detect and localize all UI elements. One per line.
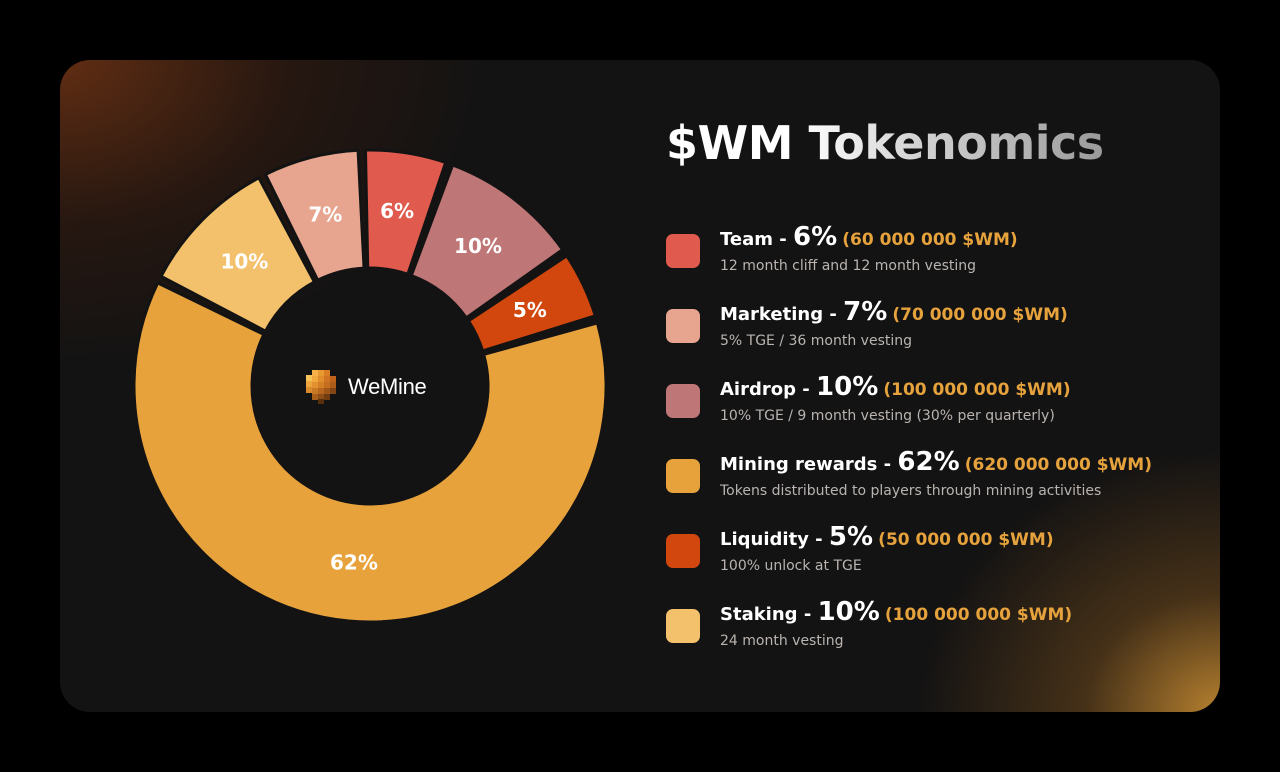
legend-heading: Staking - 10% (100 000 000 $WM) [720,595,1072,632]
legend-dash: - [823,304,844,325]
legend-percent: 10% [817,597,880,627]
legend-heading: Liquidity - 5% (50 000 000 $WM) [720,520,1054,557]
legend-description: 12 month cliff and 12 month vesting [720,258,976,274]
legend-name: Staking [720,604,798,625]
legend-swatch [666,234,700,268]
legend-amount: (70 000 000 $WM) [892,305,1068,325]
slice-label-liquidity: 5% [513,298,547,322]
legend-heading: Marketing - 7% (70 000 000 $WM) [720,295,1068,332]
legend-description: 5% TGE / 36 month vesting [720,333,913,349]
legend-dash: - [797,604,818,625]
legend-dash: - [796,379,817,400]
slice-label-team: 6% [380,199,414,223]
legend-description: Tokens distributed to players through mi… [720,483,1102,499]
legend-amount: (50 000 000 $WM) [878,530,1054,550]
legend-percent: 5% [828,522,874,552]
slice-liquidity [466,254,597,353]
legend-item-mining-rewards: Mining rewards - 62% (620 000 000 $WM) T… [666,445,1186,505]
legend-heading: Mining rewards - 62% (620 000 000 $WM) [720,445,1152,482]
legend-percent: 62% [897,447,960,477]
legend-amount: (60 000 000 $WM) [842,230,1018,250]
legend-name: Liquidity [720,529,809,550]
legend-amount: (100 000 000 $WM) [883,380,1071,400]
legend-dash: - [808,529,829,550]
legend-percent: 10% [816,372,879,402]
page-title: $WM Tokenomics [666,116,1104,170]
legend-item-marketing: Marketing - 7% (70 000 000 $WM) 5% TGE /… [666,295,1186,355]
legend-amount: (100 000 000 $WM) [884,605,1073,625]
tokenomics-card: 6% 10% 5% 62% 10% 7% WeMine [60,60,1220,712]
slice-label-mining-rewards: 62% [330,550,378,574]
legend-swatch [666,459,700,493]
slice-marketing [263,148,366,282]
legend-item-liquidity: Liquidity - 5% (50 000 000 $WM) 100% unl… [666,520,1186,580]
legend-name: Marketing [720,304,824,325]
slice-label-marketing: 7% [308,203,342,227]
legend-name: Airdrop [720,379,796,400]
donut-chart: 6% 10% 5% 62% 10% 7% [132,148,608,624]
legend-heading: Team - 6% (60 000 000 $WM) [720,220,1018,257]
brand-name: WeMine [348,374,427,399]
slice-label-staking: 10% [220,249,268,273]
legend-dash: - [773,229,794,250]
legend-description: 24 month vesting [720,633,844,649]
slice-label-airdrop: 10% [454,234,502,258]
slice-team [363,148,448,276]
legend-heading: Airdrop - 10% (100 000 000 $WM) [720,370,1071,407]
legend-name: Mining rewards [720,454,878,475]
legend-description: 10% TGE / 9 month vesting (30% per quart… [720,408,1055,424]
slice-airdrop [409,163,565,320]
slice-mining-rewards [132,281,608,624]
chart-center-brand: WeMine [306,370,427,404]
legend-swatch [666,534,700,568]
legend-swatch [666,384,700,418]
legend-name: Team [720,229,773,250]
legend-percent: 7% [843,297,888,327]
legend-description: 100% unlock at TGE [720,558,862,574]
legend-amount: (620 000 000 $WM) [964,455,1152,475]
slice-staking [159,176,316,333]
legend-percent: 6% [793,222,838,252]
legend-swatch [666,609,700,643]
legend-item-staking: Staking - 10% (100 000 000 $WM) 24 month… [666,595,1186,655]
legend-dash: - [877,454,898,475]
legend-item-team: Team - 6% (60 000 000 $WM) 12 month clif… [666,220,1186,280]
wemine-pixel-logo-icon [306,370,336,404]
legend-item-airdrop: Airdrop - 10% (100 000 000 $WM) 10% TGE … [666,370,1186,430]
legend-swatch [666,309,700,343]
